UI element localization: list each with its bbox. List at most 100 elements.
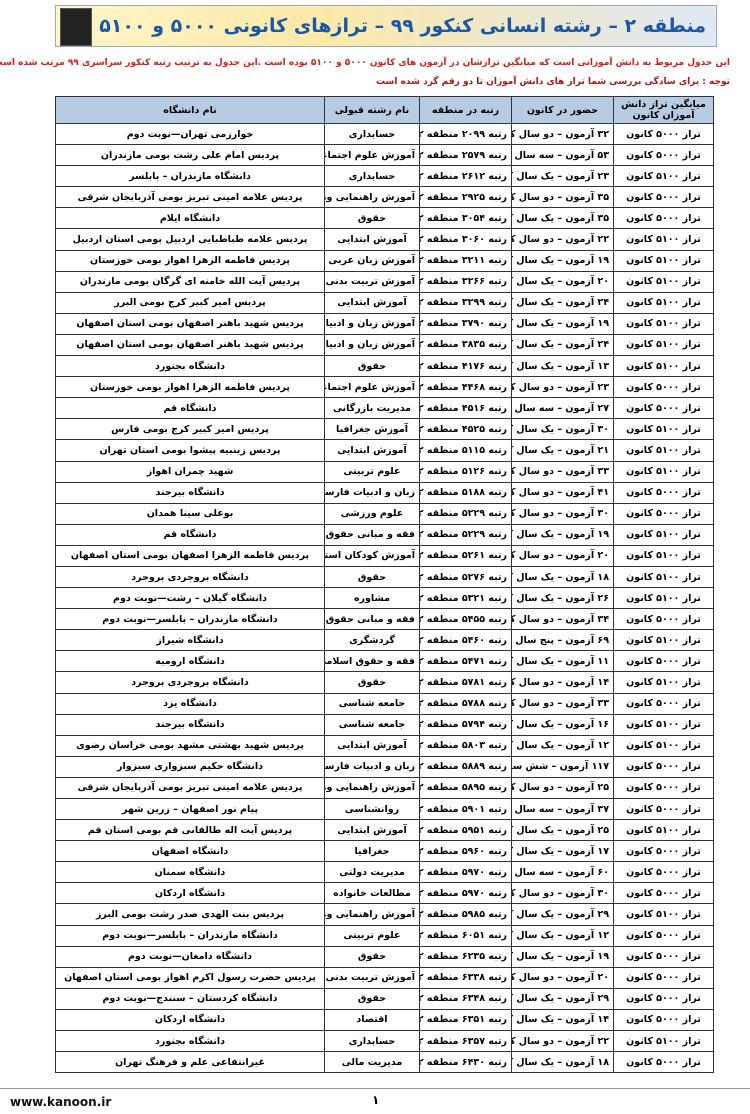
table-cell: ۱۱۷ آزمون – شش سال کانونی bbox=[511, 755, 614, 778]
table-cell: دانشگاه قم bbox=[55, 397, 325, 420]
table-cell: گردشگری bbox=[324, 629, 420, 652]
table-cell: ۱۹ آزمون – یک سال کانونی bbox=[511, 523, 614, 546]
table-cell: پردیس فاطمه الزهرا اهواز بومی خوزستان bbox=[55, 376, 325, 399]
table-cell: رتبه ۳۰۶۰ منطقه ۲ bbox=[419, 228, 512, 251]
table-cell: زبان و ادبیات فارسی bbox=[324, 481, 420, 504]
table-cell: ۱۲ آزمون – یک سال کانونی bbox=[511, 734, 614, 757]
table-cell: رتبه ۶۳۳۸ منطقه ۲ bbox=[419, 966, 512, 989]
table-cell: ۲۵ آزمون – دو سال کانونی bbox=[511, 776, 614, 800]
table-cell: مشاوره bbox=[324, 587, 420, 610]
table-cell: پردیس آیت الله خامنه ای گرگان بومی مازند… bbox=[55, 270, 325, 293]
table-cell: ۳۴ آزمون – دو سال کانونی bbox=[511, 608, 614, 631]
table-cell: آموزش زبان و ادبیات فارسی bbox=[324, 333, 420, 357]
table-cell: دانشگاه گیلان – رشت—نوبت دوم bbox=[55, 587, 325, 610]
table-cell: آموزش ابتدایی bbox=[324, 291, 420, 314]
table-cell: تراز ۵۰۰۰ کانون bbox=[613, 692, 714, 715]
table-cell: پردیس شهید باهنر اصفهان بومی استان اصفها… bbox=[55, 312, 325, 335]
table-cell: تراز ۵۱۰۰ کانون bbox=[613, 629, 714, 652]
table-cell: حسابداری bbox=[324, 165, 420, 188]
table-cell: زبان و ادبیات فارسی bbox=[324, 755, 420, 778]
table-cell: رتبه ۵۹۷۰ منطقه ۲ bbox=[419, 882, 512, 905]
table-cell: رتبه ۴۴۶۸ منطقه ۲ bbox=[419, 376, 512, 399]
table-cell: آموزش زبان عربی bbox=[324, 249, 420, 272]
footer: www.kanoon.ir ۱ bbox=[0, 1088, 750, 1109]
table-cell: دانشگاه یزد bbox=[55, 692, 325, 715]
table-cell: تراز ۵۰۰۰ کانون bbox=[613, 755, 714, 778]
table-cell: رتبه ۵۹۵۱ منطقه ۲ bbox=[419, 819, 512, 842]
table-cell: رتبه ۳۲۶۶ منطقه ۲ bbox=[419, 270, 512, 293]
table-cell: رتبه ۵۲۷۶ منطقه ۲ bbox=[419, 565, 512, 589]
table-cell: رتبه ۳۰۵۴ منطقه ۲ bbox=[419, 207, 512, 230]
logo bbox=[60, 8, 92, 46]
column-header: حضور در کانون bbox=[511, 96, 614, 124]
table-cell: ۱۹ آزمون – یک سال کانونی bbox=[511, 945, 614, 968]
table-cell: حقوق bbox=[324, 207, 420, 230]
table-cell: علوم ورزشی bbox=[324, 502, 420, 525]
table-cell: شهید چمران اهواز bbox=[55, 460, 325, 483]
table-cell: رتبه ۵۹۶۰ منطقه ۲ bbox=[419, 840, 512, 863]
table-cell: رتبه ۵۹۰۱ منطقه ۲ bbox=[419, 797, 512, 821]
table-cell: ۲۴ آزمون – یک سال کانونی bbox=[511, 333, 614, 357]
table-cell: ۳۰ آزمون – یک سال کانونی bbox=[511, 418, 614, 441]
table-cell: آموزش راهنمایی ومشاوره bbox=[324, 186, 420, 209]
table-cell: تراز ۵۱۰۰ کانون bbox=[613, 565, 714, 589]
table-cell: حقوق bbox=[324, 671, 420, 694]
table-cell: تراز ۵۱۰۰ کانون bbox=[613, 249, 714, 272]
table-cell: پردیس امیر کبیر کرج بومی البرز bbox=[55, 291, 325, 314]
table-cell: رتبه ۵۲۲۹ منطقه ۲ bbox=[419, 523, 512, 546]
table-cell: دانشگاه بیرجند bbox=[55, 481, 325, 504]
table-cell: آموزش ابتدایی bbox=[324, 734, 420, 757]
table-cell: آموزش ابتدایی bbox=[324, 439, 420, 462]
table-cell: رتبه ۵۴۷۱ منطقه ۲ bbox=[419, 650, 512, 673]
table-cell: تراز ۵۰۰۰ کانون bbox=[613, 797, 714, 821]
table-cell: مدیریت بازرگانی bbox=[324, 397, 420, 420]
table-cell: ۲۰ آزمون – دو سال کانونی bbox=[511, 544, 614, 567]
table-cell: رتبه ۲۹۲۵ منطقه ۲ bbox=[419, 186, 512, 209]
table-cell: رتبه ۶۴۳۰ منطقه ۲ bbox=[419, 1051, 512, 1074]
table-cell: رتبه ۶۲۳۵ منطقه ۲ bbox=[419, 945, 512, 968]
table-cell: آموزش تربیت بدنی bbox=[324, 270, 420, 293]
table-cell: ۲۰ آزمون – دو سال کانونی bbox=[511, 966, 614, 989]
table-cell: پردیس حضرت رسول اکرم اهواز بومی استان اص… bbox=[55, 966, 325, 989]
table-cell: رتبه ۲۶۱۲ منطقه ۲ bbox=[419, 165, 512, 188]
page-number: ۱ bbox=[372, 1093, 380, 1107]
table-cell: رتبه ۵۳۲۱ منطقه ۲ bbox=[419, 587, 512, 610]
table-cell: ۲۷ آزمون – سه سال کانونی bbox=[511, 397, 614, 420]
table-cell: تراز ۵۰۰۰ کانون bbox=[613, 945, 714, 968]
table-cell: ۳۳ آزمون – دو سال کانونی bbox=[511, 692, 614, 715]
table-cell: تراز ۵۰۰۰ کانون bbox=[613, 776, 714, 800]
table-cell: تراز ۵۱۰۰ کانون bbox=[613, 460, 714, 483]
table-cell: حقوق bbox=[324, 945, 420, 968]
table-cell: تراز ۵۱۰۰ کانون bbox=[613, 587, 714, 610]
table-cell: خوارزمی تهران—نوبت دوم bbox=[55, 122, 325, 146]
table-cell: دانشگاه اردکان bbox=[55, 882, 325, 905]
table-cell: ۳۵ آزمون – دو سال کانونی bbox=[511, 186, 614, 209]
table-cell: تراز ۵۰۰۰ کانون bbox=[613, 882, 714, 905]
table-cell: دانشگاه مازندران – بابلسر bbox=[55, 165, 325, 188]
title-bar: منطقه ۲ – رشته انسانی کنکور ۹۹ – ترازهای… bbox=[55, 5, 717, 47]
table-cell: تراز ۵۱۰۰ کانون bbox=[613, 165, 714, 188]
table-cell: حسابداری bbox=[324, 1030, 420, 1053]
table-cell: پردیس زینبیه پیشوا بومی استان تهران bbox=[55, 439, 325, 462]
table-cell: رتبه ۵۴۶۰ منطقه ۲ bbox=[419, 629, 512, 652]
table-cell: ۲۴ آزمون – یک سال کانونی bbox=[511, 291, 614, 314]
table-cell: رتبه ۶۳۴۸ منطقه ۲ bbox=[419, 987, 512, 1010]
table-cell: ۱۶ آزمون – یک سال کانونی bbox=[511, 713, 614, 736]
table-cell: دانشگاه قم bbox=[55, 523, 325, 546]
